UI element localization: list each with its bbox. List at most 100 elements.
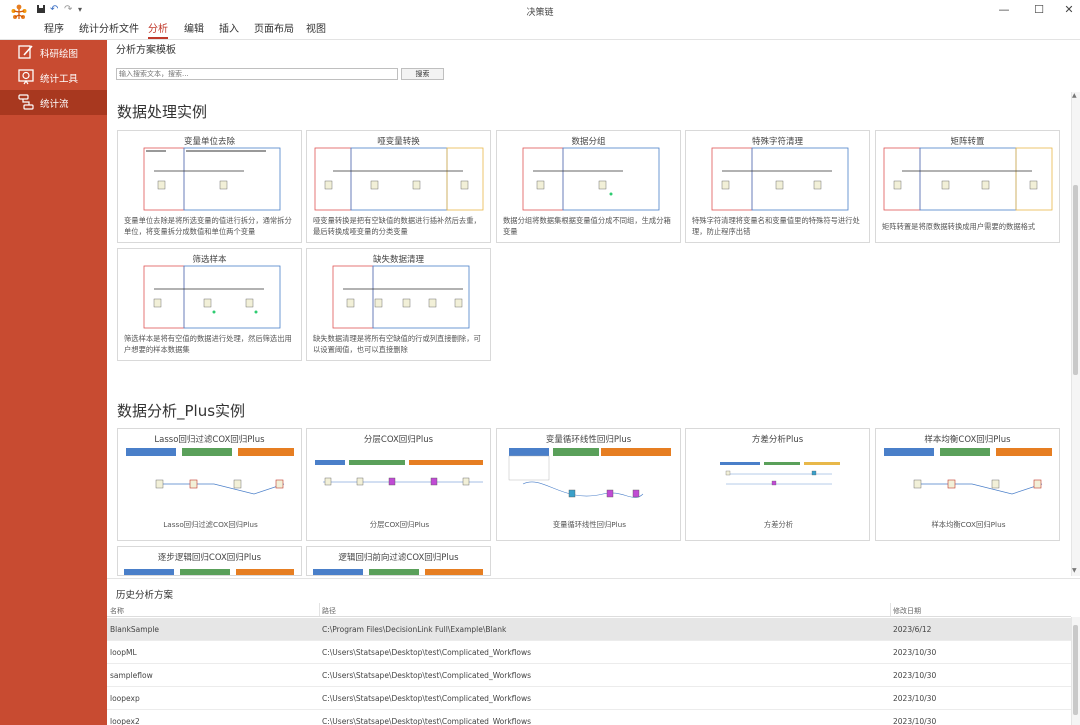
card-description: 数据分组将数据集根据变量值分成不同组，生成分箱变量 xyxy=(503,216,671,236)
window-title: 决策链 xyxy=(526,8,554,18)
row-path: C:\Users\Statsape\Desktop\test\Complicat… xyxy=(322,671,532,680)
row-name: loopex2 xyxy=(110,717,140,725)
menu-stat-file[interactable]: 统计分析文件 xyxy=(79,24,139,35)
sidebar-item-stat-tools[interactable]: 统计工具 xyxy=(0,65,107,90)
row-name: loopexp xyxy=(110,694,140,703)
sidebar-item-label: 科研绘图 xyxy=(40,49,79,60)
row-date: 2023/6/12 xyxy=(893,625,932,634)
workflow-thumbnail xyxy=(314,147,484,211)
menu-view[interactable]: 视图 xyxy=(306,24,326,35)
quick-access-dropdown-icon[interactable]: ▾ xyxy=(78,5,83,14)
template-card[interactable]: Lasso回归过滤COX回归Plus Lasso回归过滤COX回归Plus xyxy=(117,428,302,541)
flow-icon xyxy=(18,94,34,110)
template-card[interactable]: 哑变量转换 哑变量转换是把有空缺值的数据进行插补然后去重，最后转换成哑变量的分类… xyxy=(306,130,491,243)
card-title: 逐步逻辑回归COX回归Plus xyxy=(157,553,262,563)
card-title: Lasso回归过滤COX回归Plus xyxy=(154,435,265,445)
card-title: 分层COX回归Plus xyxy=(363,435,434,445)
table-row[interactable]: loopex2 C:\Users\Statsape\Desktop\test\C… xyxy=(107,710,1071,725)
card-description: 方差分析 xyxy=(763,520,794,529)
row-date: 2023/10/30 xyxy=(893,671,937,680)
template-card[interactable]: 分层COX回归Plus 分层COX回归Plus xyxy=(306,428,491,541)
workflow-thumbnail xyxy=(884,448,1052,495)
workflow-thumbnail xyxy=(143,265,281,329)
row-name: BlankSample xyxy=(110,625,160,634)
card-title: 变量循环线性回归Plus xyxy=(545,435,632,445)
row-name: loopML xyxy=(110,648,137,657)
template-card[interactable]: 方差分析Plus 方差分析 xyxy=(685,428,870,541)
panel-title: 分析方案模板 xyxy=(116,45,176,56)
sidebar-item-research-plot[interactable]: 科研绘图 xyxy=(0,40,107,65)
scrollbar-thumb[interactable] xyxy=(1073,185,1078,375)
minimize-button[interactable]: — xyxy=(998,3,1010,16)
row-date: 2023/10/30 xyxy=(893,648,937,657)
table-row[interactable]: loopML C:\Users\Statsape\Desktop\test\Co… xyxy=(107,641,1071,664)
card-title: 缺失数据清理 xyxy=(372,255,424,265)
card-description: 缺失数据清理是将所有空缺值的行或列直接删除，可以设置阈值，也可以直接删除 xyxy=(313,334,481,354)
workflow-thumbnail xyxy=(126,448,294,495)
template-card[interactable]: 筛选样本 筛选样本是将有空值的数据进行处理，然后筛选出用户想要的样本数据集 xyxy=(117,248,302,361)
sidebar-item-label: 统计流 xyxy=(40,99,69,110)
maximize-button[interactable]: ☐ xyxy=(1034,3,1044,16)
template-card[interactable]: 特殊字符清理 特殊字符清理将变量名和变量值里的特殊符号进行处理，防止程序出错 xyxy=(685,130,870,243)
row-path: C:\Program Files\DecisionLink Full\Examp… xyxy=(322,625,507,634)
card-description: 样本均衡COX回归Plus xyxy=(931,520,1006,529)
section-title-analysis-plus: 数据分析_Plus实例 xyxy=(117,402,246,420)
template-card[interactable]: 缺失数据清理 缺失数据清理是将所有空缺值的行或列直接删除，可以设置阈值，也可以直… xyxy=(306,248,491,361)
close-button[interactable]: ✕ xyxy=(1064,3,1074,16)
card-title: 矩阵转置 xyxy=(950,137,985,147)
table-header: 名称 路径 修改日期 xyxy=(107,603,1071,617)
column-header-name[interactable]: 名称 xyxy=(110,607,124,615)
table-row[interactable]: sampleflow C:\Users\Statsape\Desktop\tes… xyxy=(107,664,1071,687)
workflow-thumbnail xyxy=(332,265,470,329)
card-description: 变量单位去除是将所选变量的值进行拆分，通常拆分单位，将变量拆分成数值和单位两个变… xyxy=(124,216,292,236)
menu-analysis[interactable]: 分析 xyxy=(148,23,168,39)
template-card[interactable]: 数据分组 数据分组将数据集根据变量值分成不同组，生成分箱变量 xyxy=(496,130,681,243)
row-date: 2023/10/30 xyxy=(893,694,937,703)
template-card[interactable]: 矩阵转置 矩阵转置是将原数据转换成用户需要的数据格式 xyxy=(875,130,1060,243)
menu-page-layout[interactable]: 页面布局 xyxy=(254,24,294,35)
pen-chart-icon xyxy=(18,45,33,59)
history-scrollbar-thumb[interactable] xyxy=(1073,625,1078,715)
workflow-thumbnail xyxy=(315,460,483,486)
card-description: 变量循环线性回归Plus xyxy=(552,520,627,529)
stats-tool-icon xyxy=(18,69,34,85)
save-icon[interactable] xyxy=(36,4,46,18)
workflow-thumbnail xyxy=(883,147,1053,211)
table-row[interactable]: BlankSample C:\Program Files\DecisionLin… xyxy=(107,618,1071,641)
card-title: 筛选样本 xyxy=(192,255,227,265)
row-path: C:\Users\Statsape\Desktop\test\Complicat… xyxy=(322,694,532,703)
workflow-thumbnail xyxy=(720,462,840,486)
redo-icon[interactable]: ↷ xyxy=(64,4,73,15)
scroll-down-icon[interactable]: ▼ xyxy=(1072,567,1077,574)
column-header-date[interactable]: 修改日期 xyxy=(893,607,921,615)
history-table: 名称 路径 修改日期 BlankSample C:\Program Files\… xyxy=(107,603,1071,725)
template-card[interactable]: 样本均衡COX回归Plus 样本均衡COX回归Plus xyxy=(875,428,1060,541)
scroll-up-icon[interactable]: ▲ xyxy=(1072,92,1077,99)
sidebar-item-stat-flow[interactable]: 统计流 xyxy=(0,90,107,115)
sidebar-item-label: 统计工具 xyxy=(40,74,79,85)
card-description: 矩阵转置是将原数据转换成用户需要的数据格式 xyxy=(882,222,1036,231)
menu-program[interactable]: 程序 xyxy=(44,24,64,35)
menu-insert[interactable]: 插入 xyxy=(219,24,239,35)
template-card[interactable]: 变量单位去除 变量单位去除是将所选变量的值进行拆分，通常拆分单位，将变量拆分成数… xyxy=(117,130,302,243)
card-title: 数据分组 xyxy=(571,137,606,147)
column-header-path[interactable]: 路径 xyxy=(322,607,336,615)
template-card[interactable]: 逻辑回归前向过滤COX回归Plus xyxy=(306,546,491,576)
table-row[interactable]: loopexp C:\Users\Statsape\Desktop\test\C… xyxy=(107,687,1071,710)
card-description: 特殊字符清理将变量名和变量值里的特殊符号进行处理，防止程序出错 xyxy=(692,216,860,236)
sidebar: 科研绘图 统计工具 统计流 xyxy=(0,40,107,725)
section-title-data-processing: 数据处理实例 xyxy=(117,103,208,121)
workflow-thumbnail xyxy=(508,448,671,498)
undo-icon[interactable]: ↶ xyxy=(50,4,59,15)
workflow-thumbnail xyxy=(143,147,281,211)
app-logo-icon xyxy=(11,4,27,19)
search-input[interactable] xyxy=(116,68,398,80)
search-button[interactable]: 搜索 xyxy=(401,68,444,80)
card-title: 变量单位去除 xyxy=(183,137,235,147)
divider xyxy=(107,578,1080,579)
menu-edit[interactable]: 编辑 xyxy=(184,24,204,35)
card-description: 哑变量转换是把有空缺值的数据进行插补然后去重，最后转换成哑变量的分类变量 xyxy=(313,216,481,236)
template-card[interactable]: 逐步逻辑回归COX回归Plus xyxy=(117,546,302,576)
card-description: Lasso回归过滤COX回归Plus xyxy=(163,520,258,529)
template-card[interactable]: 变量循环线性回归Plus 变量循环线性回归Plus xyxy=(496,428,681,541)
